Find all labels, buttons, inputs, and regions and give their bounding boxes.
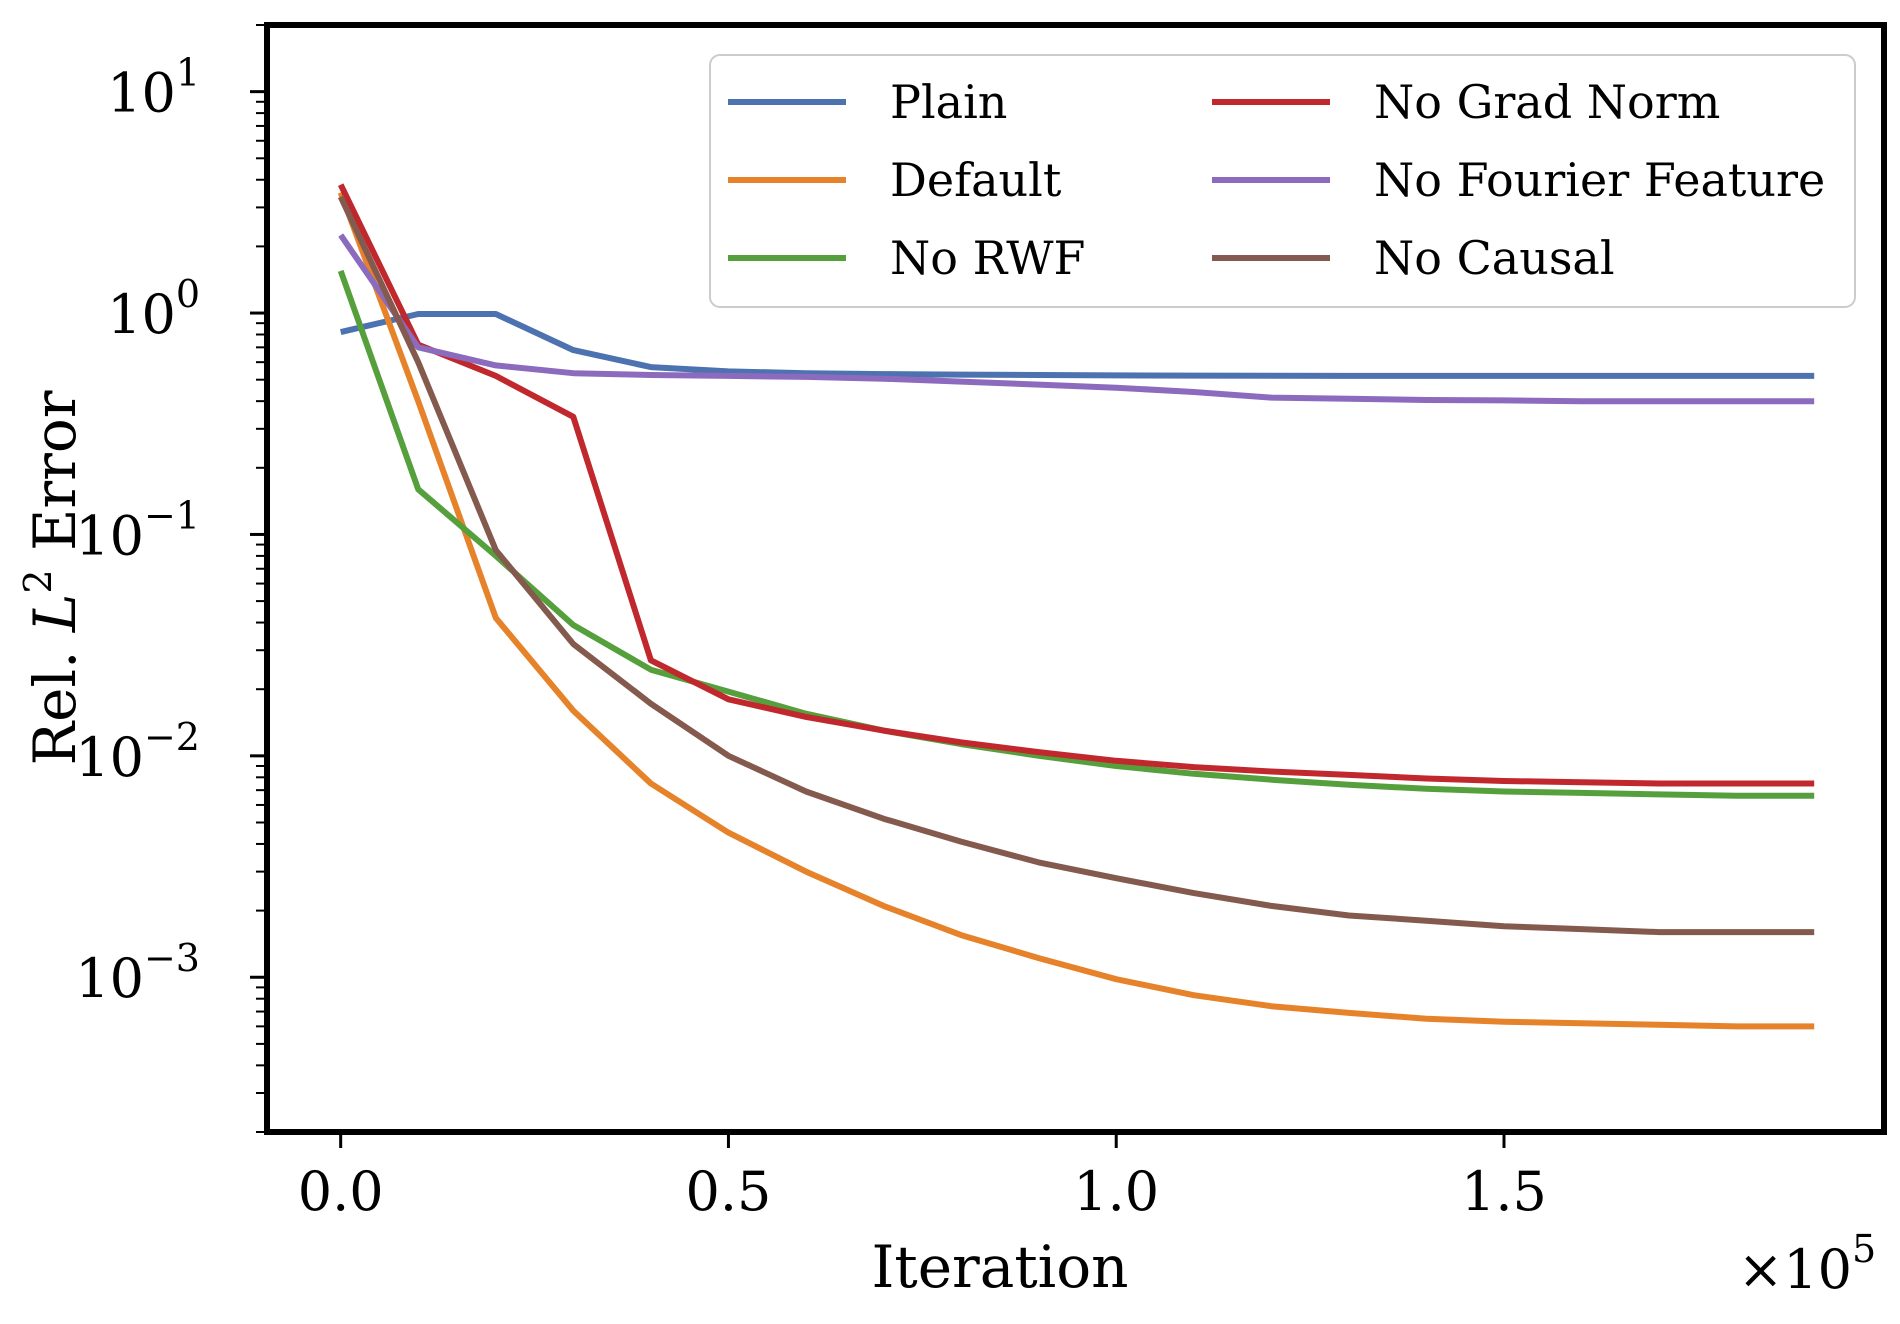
x-tick-label: 0.5 [686,1160,772,1223]
legend-label: No Grad Norm [1374,75,1720,129]
y-label-variable: L [21,594,89,634]
series-line-no-grad-norm [338,183,1815,787]
x-multiplier-exponent: 5 [1852,1227,1876,1271]
x-tick-label: 1.5 [1461,1160,1547,1223]
axis-ticks: 0.0 0.5 1.0 1.5 10−3 10−2 10−1 100 101 [75,24,1547,1223]
y-tick-label: 10−3 [75,936,200,1010]
y-tick-label: 100 [107,272,200,346]
legend-label: Default [890,153,1062,207]
legend: Plain Default No RWF No Grad Norm No Fourier… [709,54,1856,308]
legend-label: No Fourier Feature [1374,153,1825,207]
series-line-plain [340,311,1815,379]
legend-label: No RWF [890,231,1085,285]
y-axis-label: Rel. L2 Error [16,390,89,765]
series-line-no-causal [337,195,1815,936]
y-tick-label: 10−1 [75,493,200,567]
x-multiplier-base: ×10 [1738,1238,1852,1301]
series-line-no-fourier-feature [338,233,1815,405]
y-tick-label: 101 [107,51,200,125]
legend-label: Plain [890,75,1007,129]
y-label-suffix: Error [21,390,89,569]
legend-label: No Causal [1374,231,1615,285]
x-tick-label: 0.0 [298,1160,384,1223]
series-line-default [337,191,1815,1030]
y-label-prefix: Rel. [21,632,89,765]
x-tick-label: 1.0 [1073,1160,1159,1223]
x-axis-multiplier: ×105 [1738,1227,1876,1301]
y-label-superscript: 2 [16,569,60,593]
series-line-no-rwf [337,269,1815,799]
y-tick-label: 10−2 [75,715,200,789]
plot-area [337,183,1815,1030]
x-axis-label: Iteration [872,1233,1129,1301]
axes-frame [264,22,1887,1135]
